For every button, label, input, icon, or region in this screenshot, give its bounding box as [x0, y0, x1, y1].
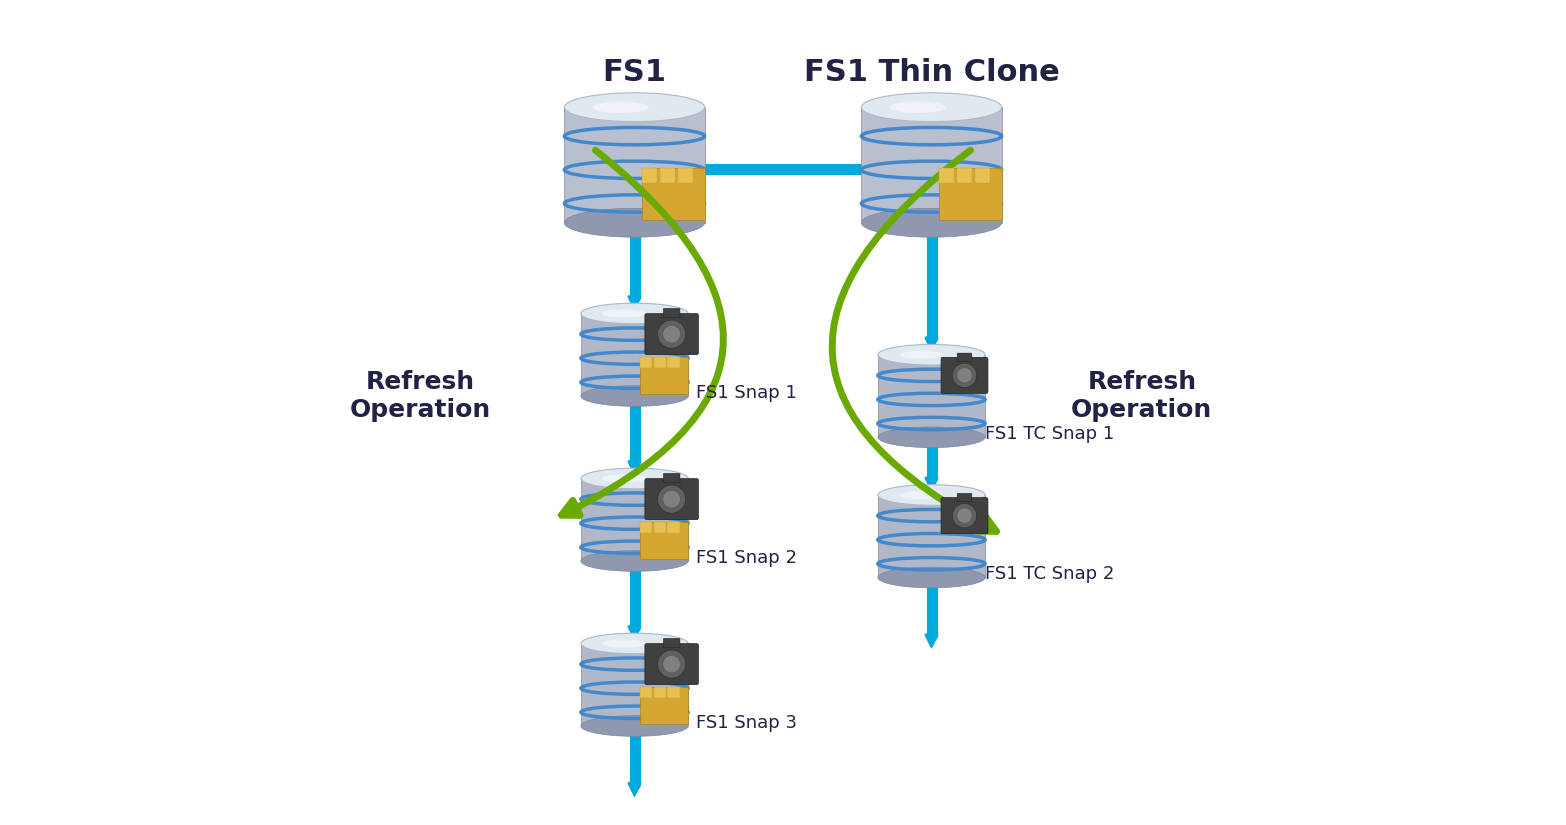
Ellipse shape [592, 101, 648, 113]
Ellipse shape [603, 639, 645, 648]
FancyBboxPatch shape [957, 353, 972, 361]
Polygon shape [640, 522, 651, 533]
Text: FS1 Snap 3: FS1 Snap 3 [697, 714, 797, 732]
Ellipse shape [879, 345, 985, 365]
Circle shape [952, 363, 977, 388]
Circle shape [658, 320, 686, 348]
Ellipse shape [603, 309, 645, 318]
Polygon shape [667, 357, 680, 368]
Polygon shape [640, 522, 687, 559]
Polygon shape [667, 686, 680, 698]
Polygon shape [653, 357, 666, 368]
Polygon shape [861, 107, 1002, 223]
FancyBboxPatch shape [957, 493, 972, 502]
Circle shape [957, 368, 972, 383]
Text: FS1 Snap 1: FS1 Snap 1 [697, 384, 797, 402]
FancyBboxPatch shape [664, 309, 680, 318]
FancyBboxPatch shape [645, 644, 698, 685]
Circle shape [952, 503, 977, 528]
Ellipse shape [861, 92, 1002, 121]
Polygon shape [581, 644, 687, 726]
Text: FS1 Thin Clone: FS1 Thin Clone [803, 58, 1059, 87]
Ellipse shape [879, 485, 985, 505]
Polygon shape [667, 522, 680, 533]
FancyBboxPatch shape [645, 478, 698, 520]
Text: FS1 TC Snap 1: FS1 TC Snap 1 [985, 425, 1115, 443]
FancyBboxPatch shape [941, 357, 988, 394]
Polygon shape [938, 168, 1002, 220]
Polygon shape [581, 478, 687, 561]
Polygon shape [879, 495, 985, 578]
Ellipse shape [889, 101, 946, 113]
Polygon shape [640, 686, 687, 724]
Ellipse shape [899, 491, 943, 499]
Polygon shape [642, 168, 705, 220]
Circle shape [662, 325, 680, 343]
FancyArrowPatch shape [832, 150, 996, 531]
Polygon shape [640, 357, 687, 394]
Ellipse shape [581, 386, 687, 407]
FancyArrowPatch shape [562, 150, 723, 516]
Ellipse shape [603, 474, 645, 483]
Polygon shape [938, 168, 954, 183]
Circle shape [658, 650, 686, 678]
Polygon shape [659, 168, 675, 183]
Polygon shape [678, 168, 694, 183]
Circle shape [957, 508, 972, 523]
Polygon shape [957, 168, 972, 183]
Text: FS1: FS1 [603, 58, 667, 87]
Polygon shape [974, 168, 990, 183]
FancyBboxPatch shape [941, 497, 988, 534]
Text: FS1 TC Snap 2: FS1 TC Snap 2 [985, 565, 1115, 583]
Text: Refresh
Operation: Refresh Operation [349, 370, 490, 422]
Text: Refresh
Operation: Refresh Operation [1071, 370, 1212, 422]
Ellipse shape [581, 634, 687, 653]
Polygon shape [653, 522, 666, 533]
Text: FS1 Snap 2: FS1 Snap 2 [697, 549, 797, 567]
Ellipse shape [581, 469, 687, 488]
Ellipse shape [879, 427, 985, 447]
FancyBboxPatch shape [645, 314, 698, 355]
Ellipse shape [879, 568, 985, 587]
Ellipse shape [581, 715, 687, 736]
Circle shape [662, 490, 680, 508]
FancyBboxPatch shape [664, 474, 680, 483]
Circle shape [662, 655, 680, 673]
Polygon shape [640, 357, 651, 368]
Polygon shape [640, 686, 651, 698]
FancyBboxPatch shape [664, 639, 680, 648]
Polygon shape [642, 168, 658, 183]
Ellipse shape [861, 208, 1002, 238]
Ellipse shape [564, 208, 705, 238]
Ellipse shape [899, 351, 943, 359]
Polygon shape [653, 686, 666, 698]
Polygon shape [879, 355, 985, 437]
Polygon shape [564, 107, 705, 223]
Circle shape [658, 485, 686, 513]
Ellipse shape [581, 551, 687, 571]
Polygon shape [581, 314, 687, 396]
Ellipse shape [564, 92, 705, 121]
Ellipse shape [581, 304, 687, 323]
